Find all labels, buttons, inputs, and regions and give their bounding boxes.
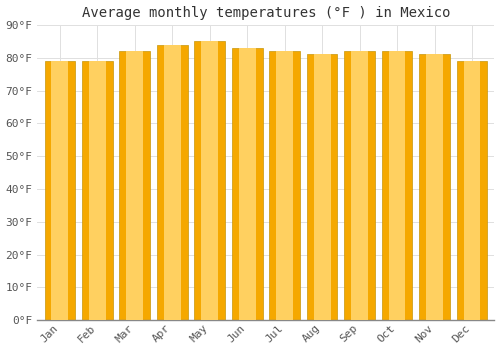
Title: Average monthly temperatures (°F ) in Mexico: Average monthly temperatures (°F ) in Me…: [82, 6, 450, 20]
Bar: [276, 51, 293, 320]
Bar: [426, 55, 443, 320]
Bar: [194, 41, 225, 320]
Bar: [351, 51, 368, 320]
Bar: [456, 61, 488, 320]
Bar: [382, 51, 412, 320]
Bar: [202, 41, 218, 320]
Bar: [120, 51, 150, 320]
Bar: [232, 48, 262, 320]
Bar: [44, 61, 76, 320]
Bar: [344, 51, 375, 320]
Bar: [464, 61, 480, 320]
Bar: [388, 51, 406, 320]
Bar: [164, 44, 180, 320]
Bar: [52, 61, 68, 320]
Bar: [89, 61, 106, 320]
Bar: [126, 51, 144, 320]
Bar: [270, 51, 300, 320]
Bar: [239, 48, 256, 320]
Bar: [157, 44, 188, 320]
Bar: [314, 55, 330, 320]
Bar: [419, 55, 450, 320]
Bar: [82, 61, 112, 320]
Bar: [307, 55, 338, 320]
